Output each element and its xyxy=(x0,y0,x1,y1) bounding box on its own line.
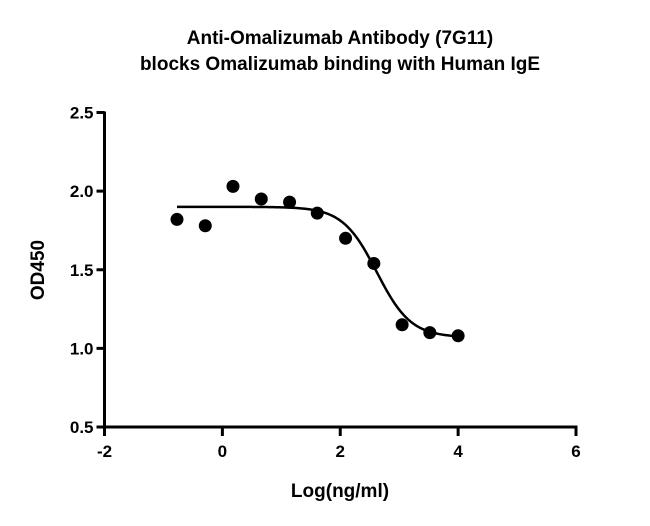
x-tick-label: 6 xyxy=(571,442,580,461)
x-tick-label: -2 xyxy=(97,442,112,461)
x-tick-label: 0 xyxy=(218,442,227,461)
data-point xyxy=(170,212,184,226)
data-point xyxy=(451,329,465,343)
chart-title-line-2: blocks Omalizumab binding with Human IgE xyxy=(140,54,540,75)
data-point xyxy=(339,231,353,245)
y-tick-label: 2.5 xyxy=(70,104,94,123)
data-point xyxy=(310,206,324,220)
data-points xyxy=(170,179,465,343)
y-axis-label: OD450 xyxy=(28,240,49,300)
tick-labels: 0.5 1.0 1.5 2.0 2.5 -2 0 2 4 6 xyxy=(70,104,581,462)
y-tick-label: 2.0 xyxy=(70,182,94,201)
data-point xyxy=(198,219,212,233)
chart-title-line-1: Anti-Omalizumab Antibody (7G11) xyxy=(187,28,494,49)
y-tick-label: 1.5 xyxy=(70,261,94,280)
data-point xyxy=(283,195,297,209)
x-tick-label: 2 xyxy=(336,442,345,461)
x-tick-label: 4 xyxy=(453,442,463,461)
axes xyxy=(96,111,578,436)
x-axis-label: Log(ng/ml) xyxy=(291,481,389,502)
fit-curve xyxy=(176,205,459,338)
data-point xyxy=(395,318,409,332)
data-point xyxy=(423,326,437,340)
data-point xyxy=(367,256,381,270)
y-tick-label: 1.0 xyxy=(70,339,94,358)
y-tick-label: 0.5 xyxy=(70,418,94,437)
data-point xyxy=(226,179,240,193)
data-point xyxy=(254,192,268,206)
